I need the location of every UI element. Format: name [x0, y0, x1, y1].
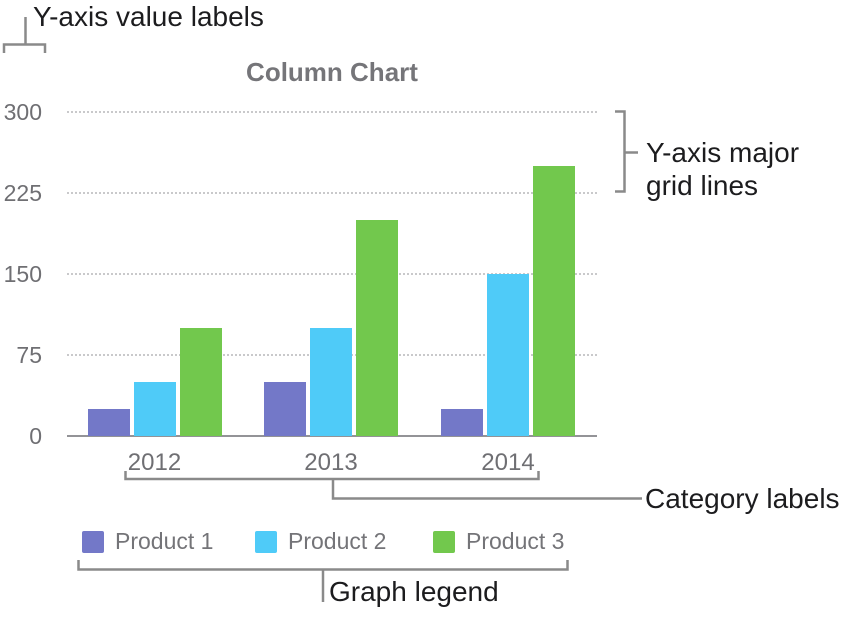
y-major-gridline: [67, 273, 597, 275]
legend-item: Product 2: [255, 528, 386, 555]
y-axis-value-label: 75: [16, 342, 42, 368]
y-axis-value-label: 150: [3, 261, 42, 287]
legend-label: Product 3: [466, 528, 565, 554]
y-axis-grid-lines-bracket: [615, 110, 638, 193]
legend-label: Product 1: [115, 528, 214, 554]
category-label: 2014: [481, 449, 535, 476]
y-major-gridline: [67, 192, 597, 194]
category-label: 2012: [127, 449, 182, 476]
column-bar: [264, 382, 306, 436]
y-axis-value-label: 225: [3, 180, 42, 206]
annotation-y-axis-major-grid-lines: Y-axis major grid lines: [646, 137, 800, 201]
column-bar: [179, 328, 222, 436]
y-major-gridline: [67, 111, 597, 113]
y-axis-value-label: 0: [29, 423, 42, 449]
column-bar: [310, 328, 352, 436]
column-bar: [441, 409, 483, 436]
annotation-category-labels: Category labels: [645, 483, 840, 514]
column-bar: [533, 166, 575, 436]
column-bar: [487, 274, 529, 436]
column-bar: [87, 409, 130, 436]
legend-swatch: [433, 530, 455, 553]
annotation-y-axis-value-labels: Y-axis value labels: [33, 1, 264, 32]
legend-swatch: [82, 530, 104, 553]
x-axis-line: [67, 435, 597, 437]
y-axis-value-label: 300: [3, 99, 42, 125]
category-label: 2013: [304, 449, 358, 476]
legend-item: Product 1: [82, 528, 213, 555]
legend-swatch: [255, 530, 277, 553]
legend-label: Product 2: [288, 528, 387, 554]
annotation-graph-legend: Graph legend: [329, 576, 499, 607]
column-bar: [133, 382, 176, 436]
chart-title: Column Chart: [246, 57, 418, 87]
legend-item: Product 3: [433, 528, 564, 555]
column-bar: [356, 220, 398, 436]
